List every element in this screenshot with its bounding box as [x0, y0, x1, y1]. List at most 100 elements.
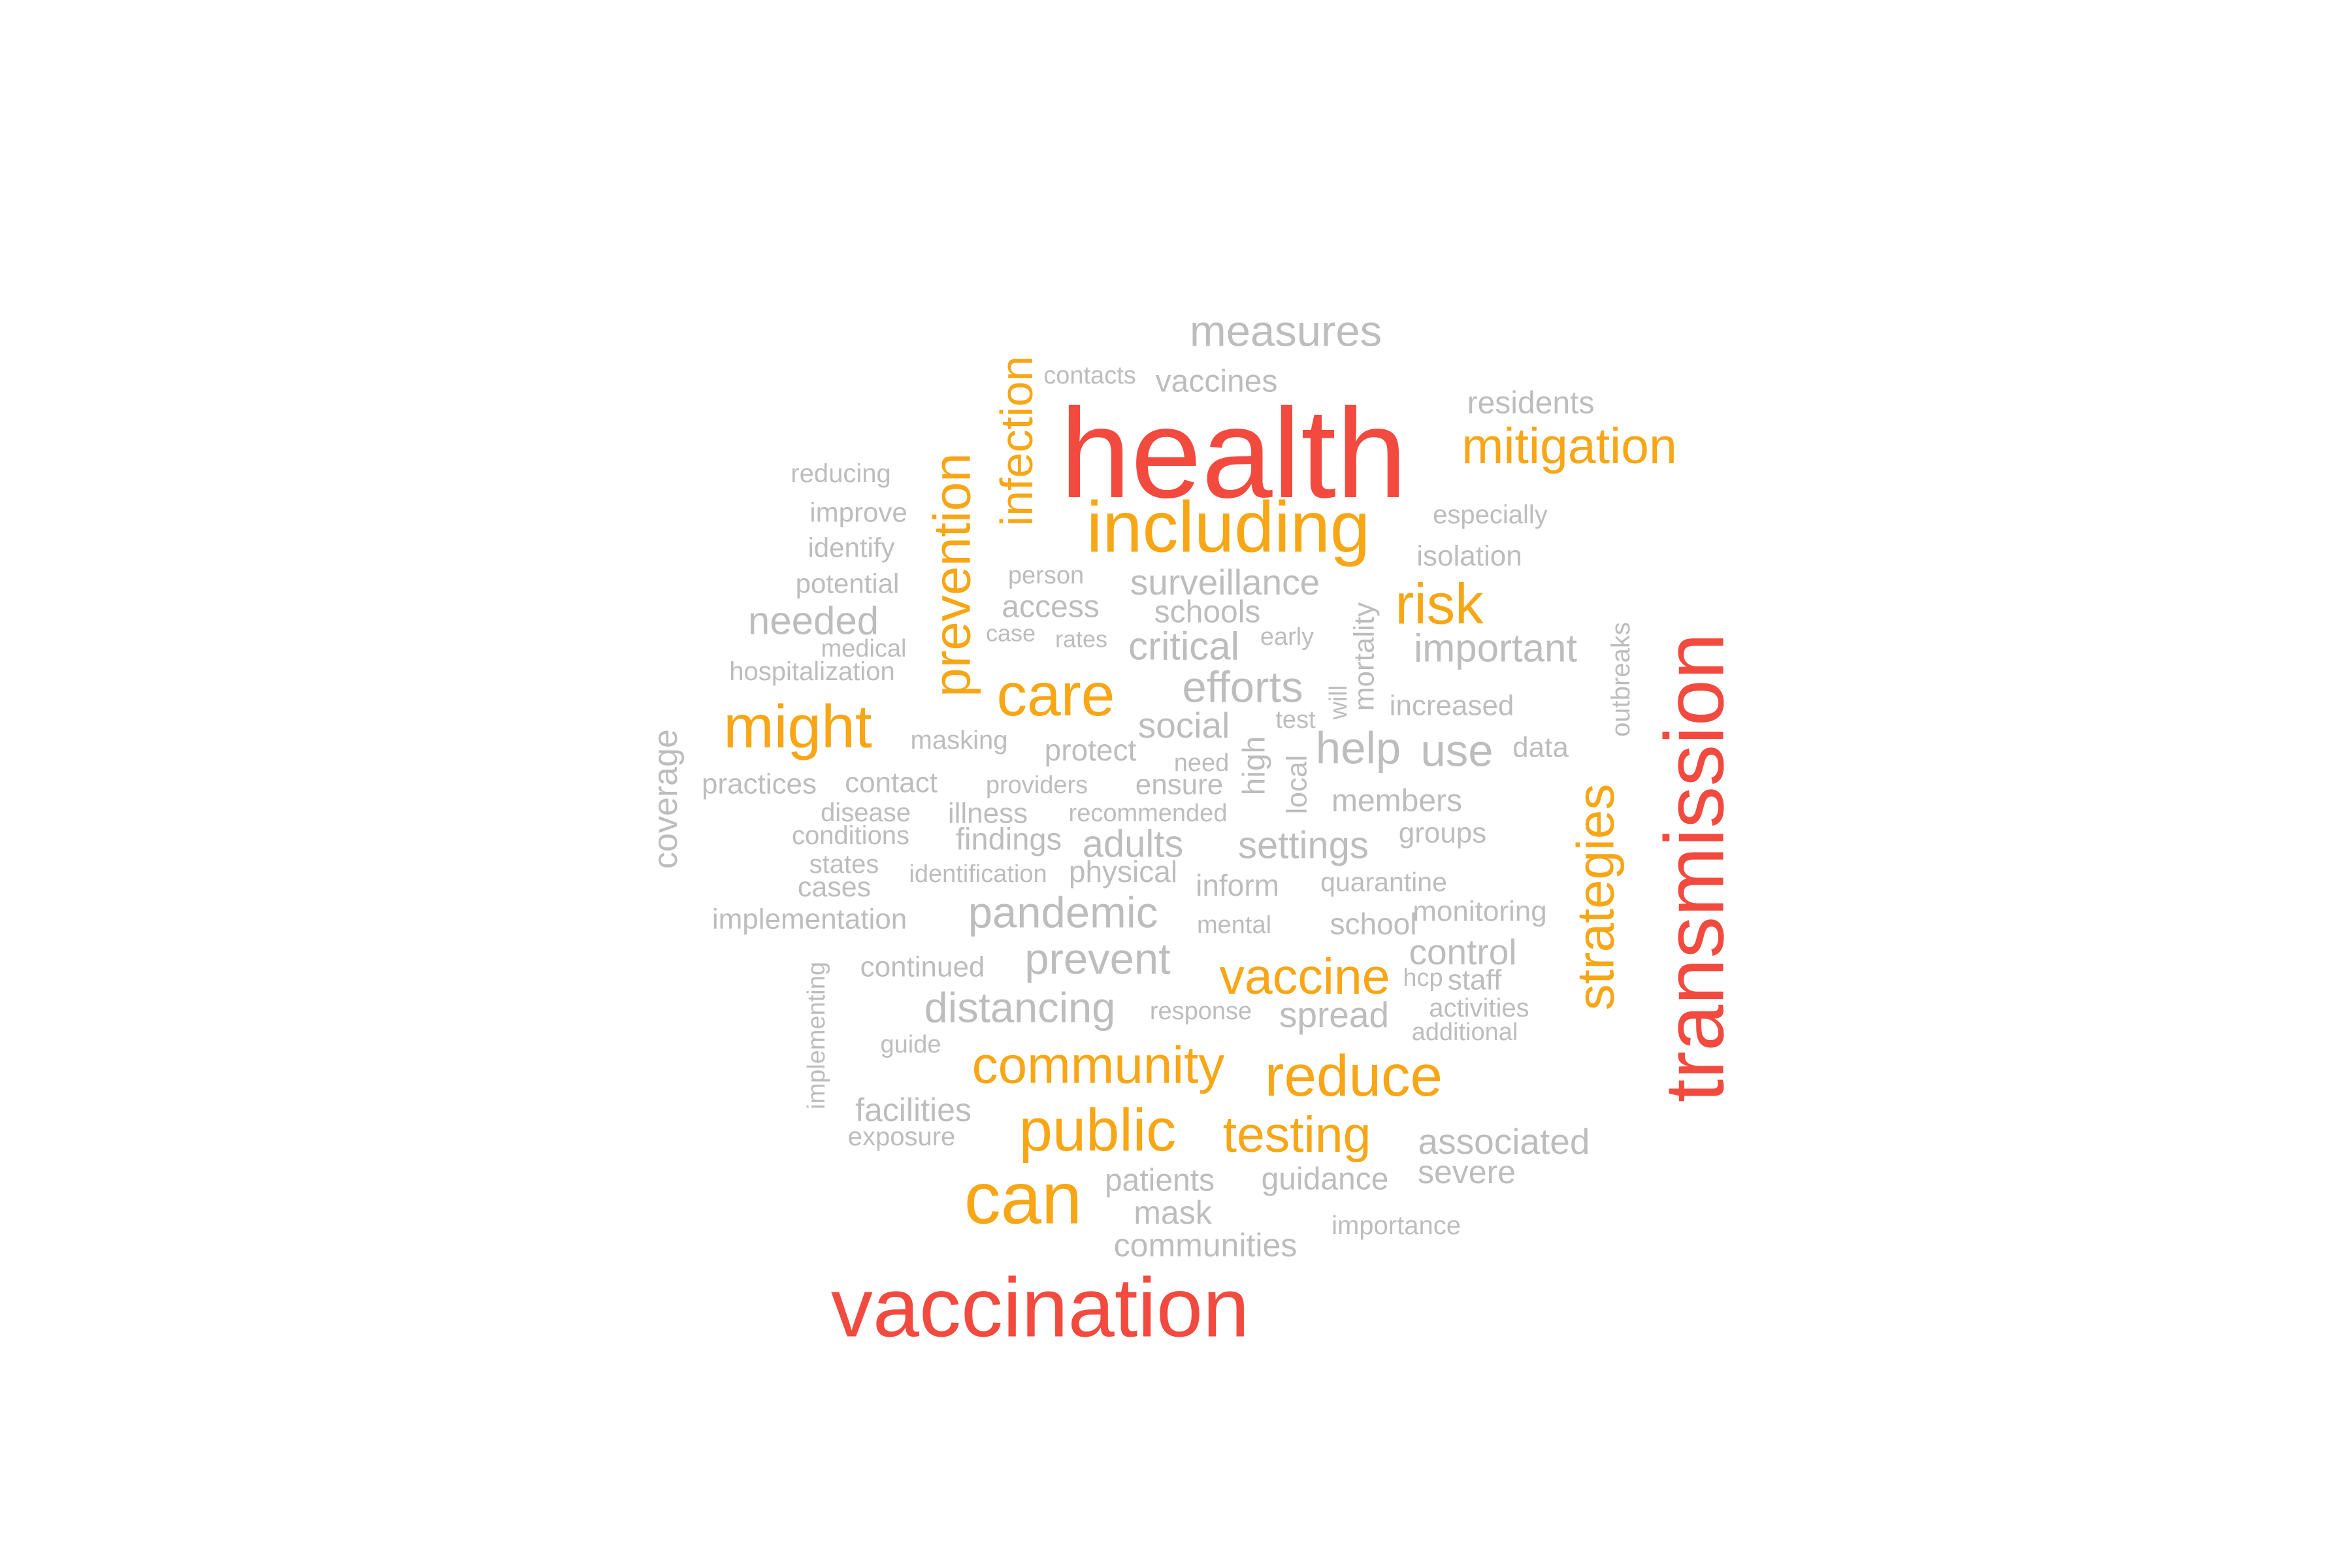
cloud-word-medical: medical [821, 635, 907, 662]
cloud-word-person: person [1008, 562, 1084, 589]
cloud-word-implementing: implementing [803, 962, 830, 1109]
cloud-word-data: data [1512, 732, 1569, 764]
cloud-word-hospitalization: hospitalization [729, 657, 895, 686]
cloud-word-potential: potential [796, 568, 900, 599]
cloud-word-quarantine: quarantine [1320, 867, 1447, 897]
cloud-word-states: states [809, 850, 879, 879]
cloud-word-local: local [1281, 755, 1313, 815]
cloud-word-continued: continued [860, 951, 985, 983]
cloud-word-providers: providers [986, 772, 1088, 799]
cloud-word-guidance: guidance [1262, 1162, 1389, 1197]
cloud-word-prevent: prevent [1024, 935, 1171, 984]
cloud-word-spread: spread [1279, 994, 1389, 1035]
cloud-word-reduce: reduce [1265, 1043, 1443, 1108]
cloud-word-severe: severe [1418, 1154, 1516, 1190]
cloud-word-health: health [1060, 382, 1407, 525]
cloud-word-critical: critical [1128, 625, 1239, 668]
cloud-word-will: will [1325, 685, 1352, 721]
cloud-word-members: members [1331, 784, 1462, 819]
cloud-word-outbreaks: outbreaks [1607, 622, 1635, 737]
cloud-word-case: case [986, 620, 1036, 647]
cloud-word-adults: adults [1083, 823, 1184, 866]
cloud-word-especially: especially [1433, 500, 1548, 529]
cloud-word-increased: increased [1390, 690, 1514, 722]
cloud-word-identification: identification [909, 860, 1047, 888]
cloud-word-mitigation: mitigation [1462, 418, 1677, 474]
cloud-word-hcp: hcp [1403, 964, 1443, 992]
cloud-word-monitoring: monitoring [1413, 896, 1546, 928]
cloud-word-important: important [1414, 627, 1577, 670]
cloud-word-rates: rates [1055, 626, 1107, 653]
cloud-word-illness: illness [948, 798, 1028, 830]
cloud-word-schools: schools [1154, 595, 1261, 630]
cloud-word-staff: staff [1448, 964, 1502, 996]
cloud-word-help: help [1316, 723, 1401, 774]
cloud-word-recommended: recommended [1069, 800, 1228, 827]
cloud-word-mask: mask [1134, 1194, 1212, 1231]
cloud-word-additional: additional [1412, 1019, 1518, 1046]
cloud-word-guide: guide [881, 1031, 941, 1058]
cloud-word-coverage: coverage [647, 729, 685, 869]
cloud-word-facilities: facilities [855, 1092, 972, 1128]
cloud-word-mortality: mortality [1348, 602, 1380, 711]
cloud-word-identify: identify [808, 532, 894, 563]
cloud-word-activities: activities [1429, 994, 1529, 1022]
cloud-word-groups: groups [1399, 817, 1487, 849]
cloud-word-findings: findings [956, 822, 1062, 857]
cloud-word-need: need [1174, 749, 1230, 777]
cloud-word-inform: inform [1196, 868, 1279, 902]
cloud-word-residents: residents [1467, 386, 1595, 421]
cloud-word-measures: measures [1190, 307, 1382, 356]
cloud-word-might: might [723, 693, 872, 760]
cloud-word-strategies: strategies [1567, 784, 1625, 1011]
cloud-word-ensure: ensure [1135, 769, 1224, 801]
cloud-word-response: response [1150, 998, 1252, 1025]
cloud-word-control: control [1409, 932, 1516, 972]
cloud-word-associated: associated [1418, 1121, 1590, 1162]
cloud-word-surveillance: surveillance [1130, 562, 1320, 602]
cloud-word-distancing: distancing [924, 984, 1116, 1032]
cloud-word-vaccine: vaccine [1219, 949, 1390, 1005]
cloud-word-use: use [1420, 726, 1493, 776]
cloud-word-cases: cases [798, 872, 871, 903]
cloud-word-isolation: isolation [1416, 540, 1522, 572]
cloud-word-vaccination: vaccination [831, 1262, 1249, 1355]
cloud-word-can: can [964, 1158, 1083, 1239]
cloud-word-pandemic: pandemic [968, 889, 1158, 938]
cloud-word-care: care [997, 661, 1115, 728]
cloud-word-physical: physical [1069, 855, 1177, 889]
cloud-word-school: school [1330, 907, 1417, 941]
cloud-word-public: public [1019, 1097, 1176, 1164]
cloud-word-conditions: conditions [792, 821, 909, 850]
cloud-word-implementation: implementation [712, 904, 907, 936]
cloud-word-testing: testing [1223, 1107, 1371, 1163]
cloud-word-importance: importance [1331, 1211, 1461, 1240]
cloud-word-communities: communities [1114, 1227, 1298, 1264]
cloud-word-contacts: contacts [1043, 362, 1136, 389]
cloud-word-infection: infection [991, 356, 1042, 527]
cloud-word-settings: settings [1238, 825, 1369, 867]
cloud-word-masking: masking [911, 726, 1008, 755]
cloud-word-vaccines: vaccines [1156, 365, 1278, 399]
cloud-word-protect: protect [1045, 733, 1137, 767]
cloud-word-prevention: prevention [923, 453, 981, 697]
cloud-word-social: social [1138, 705, 1230, 745]
cloud-word-transmission: transmission [1648, 633, 1742, 1102]
cloud-word-including: including [1086, 487, 1370, 568]
cloud-word-disease: disease [821, 798, 911, 827]
cloud-word-patients: patients [1105, 1164, 1215, 1198]
cloud-word-contact: contact [845, 767, 938, 799]
cloud-word-practices: practices [702, 768, 817, 800]
cloud-word-risk: risk [1395, 573, 1484, 636]
cloud-word-improve: improve [809, 497, 907, 528]
cloud-word-exposure: exposure [848, 1122, 956, 1151]
cloud-word-early: early [1260, 623, 1314, 651]
cloud-word-mental: mental [1197, 911, 1271, 939]
cloud-word-needed: needed [748, 599, 879, 643]
cloud-word-community: community [972, 1036, 1225, 1094]
cloud-word-reducing: reducing [791, 459, 890, 488]
cloud-word-test: test [1275, 706, 1316, 734]
cloud-word-efforts: efforts [1183, 663, 1303, 712]
cloud-word-access: access [1002, 590, 1099, 625]
